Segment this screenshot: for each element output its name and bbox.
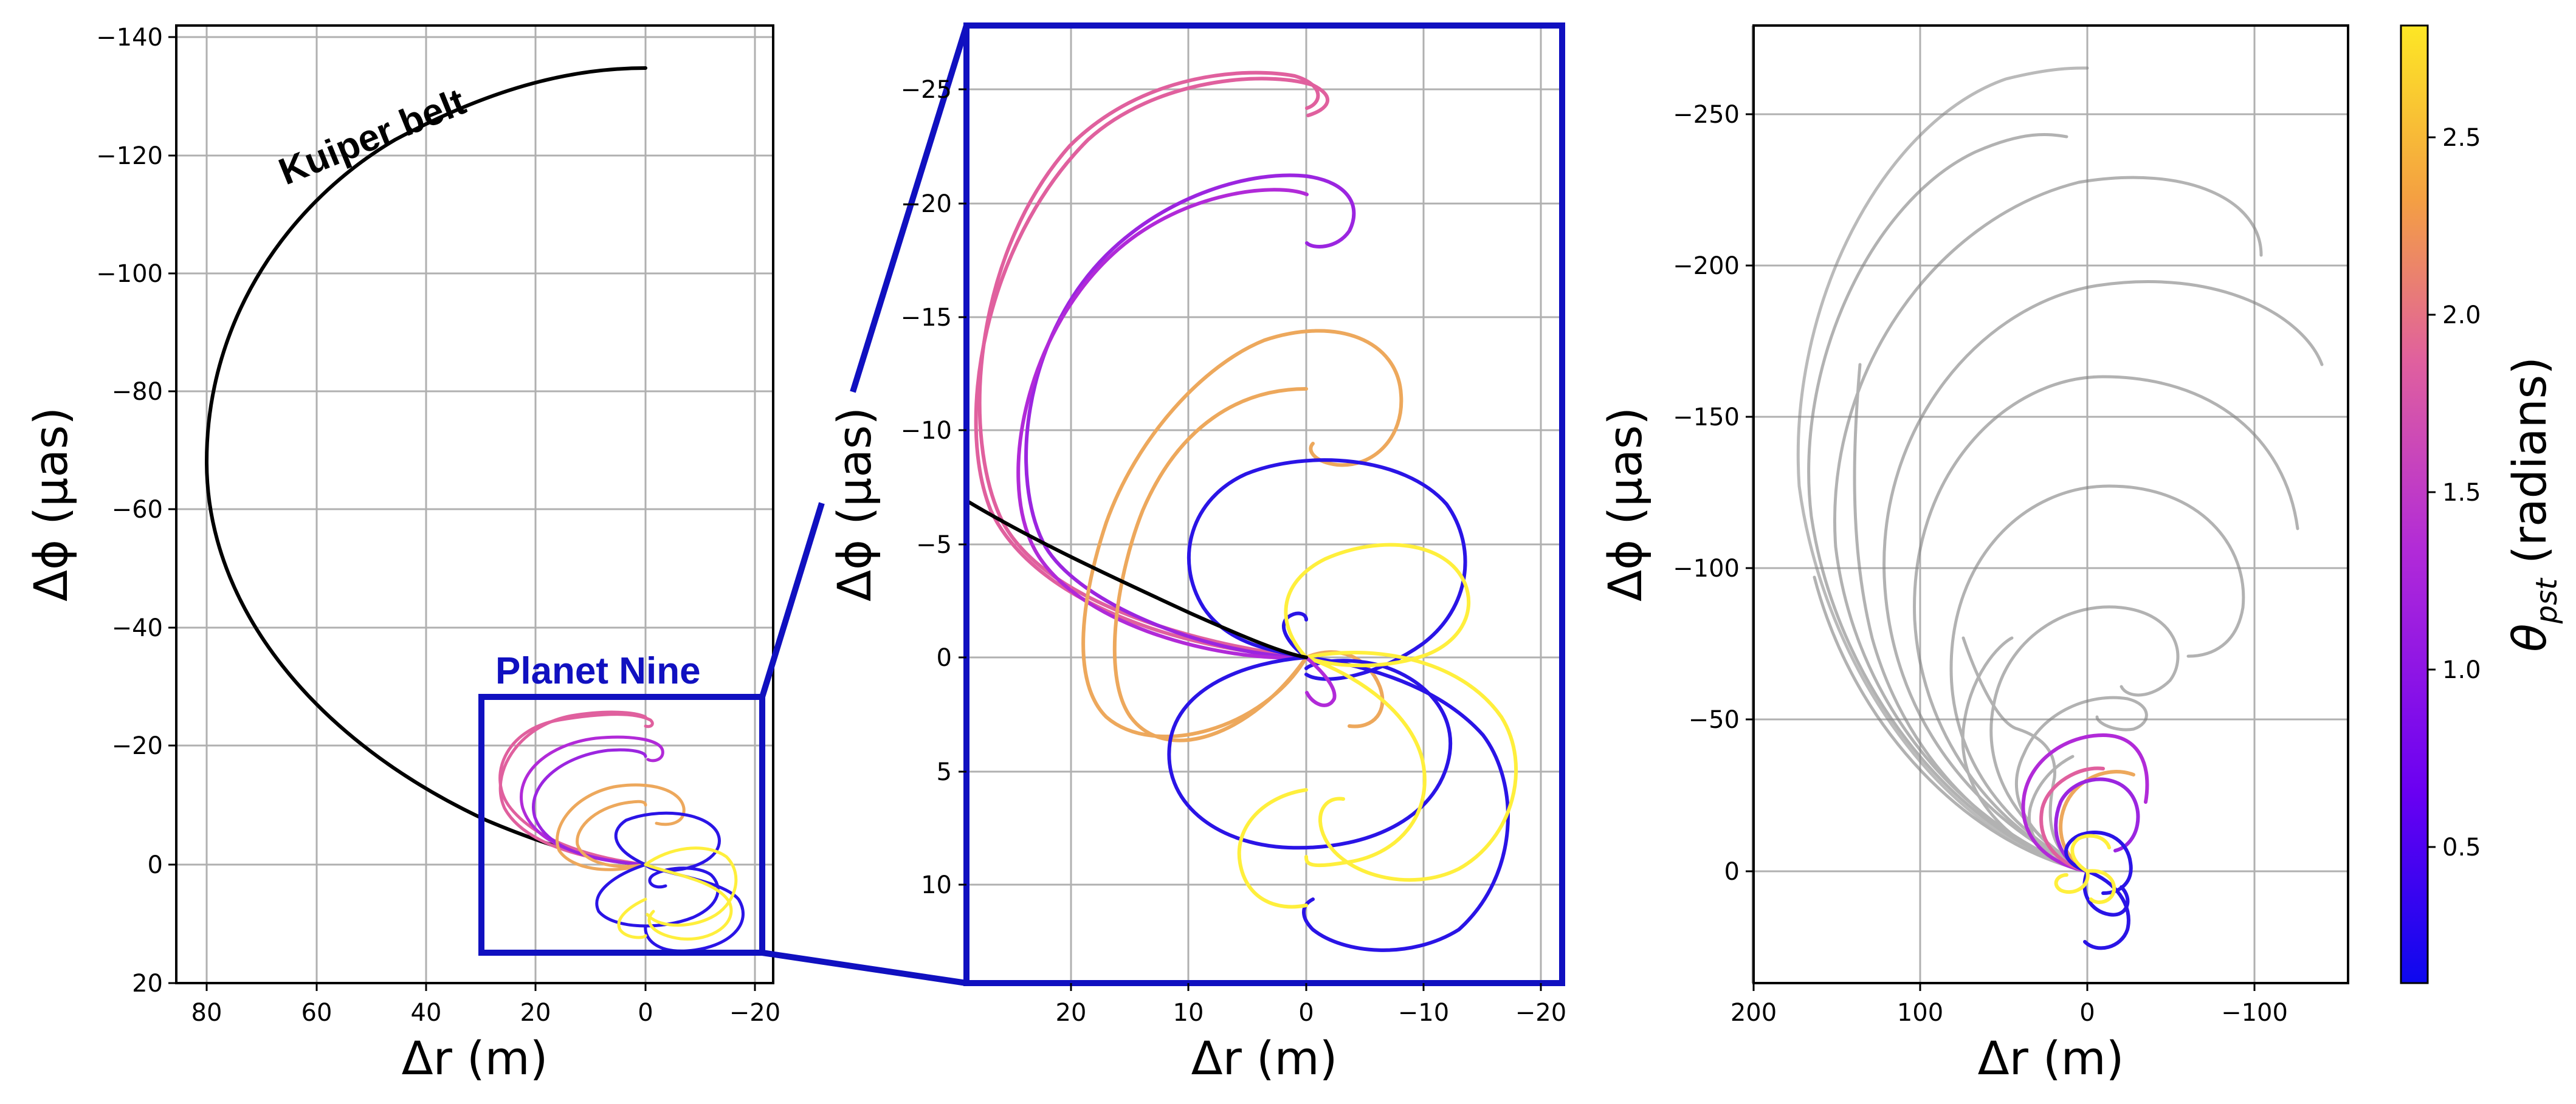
left-planet-nine-box <box>478 694 765 956</box>
middle-ylabel: Δϕ (μas) <box>827 407 881 602</box>
middle-ytick-label: −10 <box>901 417 952 445</box>
middle-xtick-label: 20 <box>1056 999 1087 1027</box>
right-xtick-label: 100 <box>1897 999 1943 1027</box>
left-ytick-label: −20 <box>112 732 163 760</box>
middle-kuiper-curve <box>966 499 1308 659</box>
colorbar: 0.5 1.0 1.5 2.0 2.5 θpst (radians) <box>2400 24 2564 984</box>
middle-ytick-label: −25 <box>901 76 952 104</box>
right-xtick-label: −100 <box>2221 999 2288 1027</box>
middle-xtick-label: −10 <box>1398 999 1449 1027</box>
left-xtick-label: 60 <box>301 999 332 1027</box>
right-ytick-label: −150 <box>1673 403 1740 431</box>
left-xtick-label: 80 <box>191 999 222 1027</box>
panel-middle: 20 10 0 −10 −20 −25 −20 −15 −10 −5 0 5 1… <box>827 22 1566 1085</box>
right-axes-frame <box>1752 24 2349 984</box>
middle-ytick-label: −20 <box>901 190 952 218</box>
colorbar-tick-label: 0.5 <box>2442 834 2481 862</box>
left-grid <box>176 26 773 983</box>
middle-axes-frame <box>963 22 1565 986</box>
right-xlabel: Δr (m) <box>1978 1031 2124 1085</box>
right-ytick-label: −50 <box>1689 706 1740 734</box>
left-ytick-label: −60 <box>112 496 163 524</box>
left-xtick-label: −20 <box>729 999 780 1027</box>
colorbar-label: θpst (radians) <box>2502 357 2564 652</box>
right-ytick-label: −100 <box>1673 555 1740 583</box>
left-xtick-label: 40 <box>411 999 442 1027</box>
panel-left: 80 60 40 20 0 −20 −140 −120 −100 −80 −60… <box>24 24 780 1085</box>
right-xtick-label: 0 <box>2079 999 2095 1027</box>
middle-xtick-label: 0 <box>1298 999 1314 1027</box>
right-ytick-label: −200 <box>1673 252 1740 280</box>
left-xtick-label: 20 <box>520 999 551 1027</box>
colorbar-label-units: (radians) <box>2502 357 2557 578</box>
right-grid <box>1751 26 2348 983</box>
colorbar-tick-label: 2.5 <box>2442 124 2481 152</box>
left-tick-marks <box>168 36 756 991</box>
left-ytick-label: −140 <box>96 24 163 52</box>
middle-xlabel: Δr (m) <box>1191 1031 1338 1085</box>
colorbar-tick-label: 1.0 <box>2442 656 2481 684</box>
right-ytick-label: 0 <box>1724 858 1740 886</box>
planet-nine-label: Planet Nine <box>495 650 701 692</box>
left-xlabel: Δr (m) <box>402 1031 548 1085</box>
middle-grid <box>966 26 1562 983</box>
left-axes-frame <box>175 24 774 984</box>
left-kuiper-curve <box>204 66 647 866</box>
left-xtick-label: 0 <box>638 999 653 1027</box>
left-ytick-label: −120 <box>96 142 163 170</box>
right-colored-trajectories <box>2021 733 2149 950</box>
middle-ytick-label: 5 <box>937 758 952 786</box>
right-ylabel: Δϕ (μas) <box>1598 407 1652 602</box>
left-ytick-label: 20 <box>132 970 163 998</box>
colorbar-gradient <box>2400 24 2429 984</box>
middle-ytick-label: 0 <box>937 644 952 672</box>
left-ylabel: Δϕ (μas) <box>24 407 78 602</box>
panel-right: 200 100 0 −100 −250 −200 −150 −100 −50 0… <box>1598 24 2349 1085</box>
colorbar-tick-label: 1.5 <box>2442 479 2481 507</box>
middle-tick-marks <box>959 88 1542 991</box>
left-ytick-label: −80 <box>112 378 163 406</box>
colorbar-label-sub: pst <box>2530 577 2564 624</box>
right-grey-trajectories <box>1796 66 2324 873</box>
middle-xtick-label: 10 <box>1173 999 1204 1027</box>
middle-xtick-label: −20 <box>1515 999 1566 1027</box>
left-ytick-label: −100 <box>96 260 163 288</box>
right-ytick-label: −250 <box>1673 101 1740 129</box>
left-ytick-label: 0 <box>148 851 163 879</box>
middle-ytick-label: −5 <box>916 531 952 559</box>
right-xtick-label: 200 <box>1731 999 1777 1027</box>
left-planet-nine-spirals <box>498 710 745 953</box>
right-tick-marks <box>1746 113 2256 991</box>
colorbar-label-theta: θ <box>2502 623 2557 652</box>
zoom-connector <box>759 24 969 986</box>
kuiper-belt-label: Kuiper belt <box>273 81 471 193</box>
colorbar-tick-label: 2.0 <box>2442 301 2481 329</box>
middle-ytick-label: −15 <box>901 304 952 332</box>
middle-spirals <box>974 70 1518 952</box>
left-ytick-label: −40 <box>112 614 163 642</box>
middle-ytick-label: 10 <box>921 871 952 899</box>
